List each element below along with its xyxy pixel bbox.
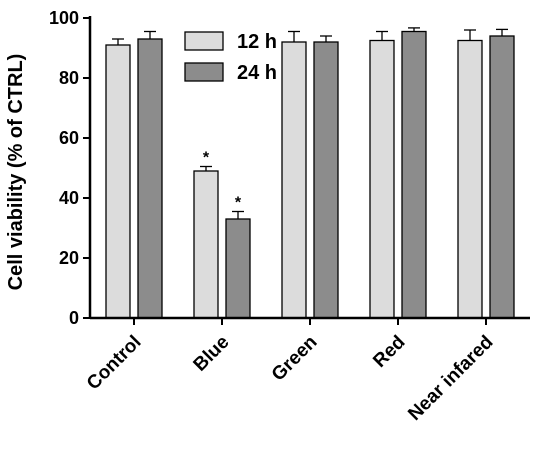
significance-marker: * bbox=[203, 150, 210, 167]
x-tick-label-near-infared: Near infared bbox=[404, 332, 497, 425]
y-axis-title: Cell viability (% of CTRL) bbox=[5, 54, 27, 291]
bar-12h-blue bbox=[193, 170, 219, 319]
bar-24h-green bbox=[313, 41, 339, 319]
bar-12h-green bbox=[281, 41, 307, 319]
bar-24h-red bbox=[401, 30, 427, 319]
x-tick-label-blue: Blue bbox=[190, 332, 234, 376]
x-tick-label-control: Control bbox=[83, 332, 146, 395]
bar-12h-control bbox=[105, 44, 131, 319]
x-tick-label-green: Green bbox=[268, 332, 322, 386]
y-tick-label: 100 bbox=[49, 8, 79, 28]
legend-label-24h: 24 h bbox=[237, 62, 277, 84]
significance-marker: * bbox=[235, 195, 242, 212]
legend: 12 h 24 h bbox=[184, 31, 277, 84]
bar-12h-near-infared bbox=[457, 39, 483, 319]
plot-area: ** bbox=[105, 27, 515, 319]
legend-label-12h: 12 h bbox=[237, 31, 277, 53]
y-tick-label: 80 bbox=[59, 68, 79, 88]
legend-swatch-12h bbox=[184, 31, 224, 51]
y-tick-label: 20 bbox=[59, 248, 79, 268]
legend-swatch-24h bbox=[184, 62, 224, 82]
bar-12h-red bbox=[369, 39, 395, 319]
bar-24h-near-infared bbox=[489, 35, 515, 319]
bar-24h-blue bbox=[225, 218, 251, 319]
bar-24h-control bbox=[137, 38, 163, 319]
y-tick-label: 0 bbox=[69, 308, 79, 328]
x-tick-label-red: Red bbox=[369, 332, 409, 372]
y-tick-label: 40 bbox=[59, 188, 79, 208]
y-tick-label: 60 bbox=[59, 128, 79, 148]
